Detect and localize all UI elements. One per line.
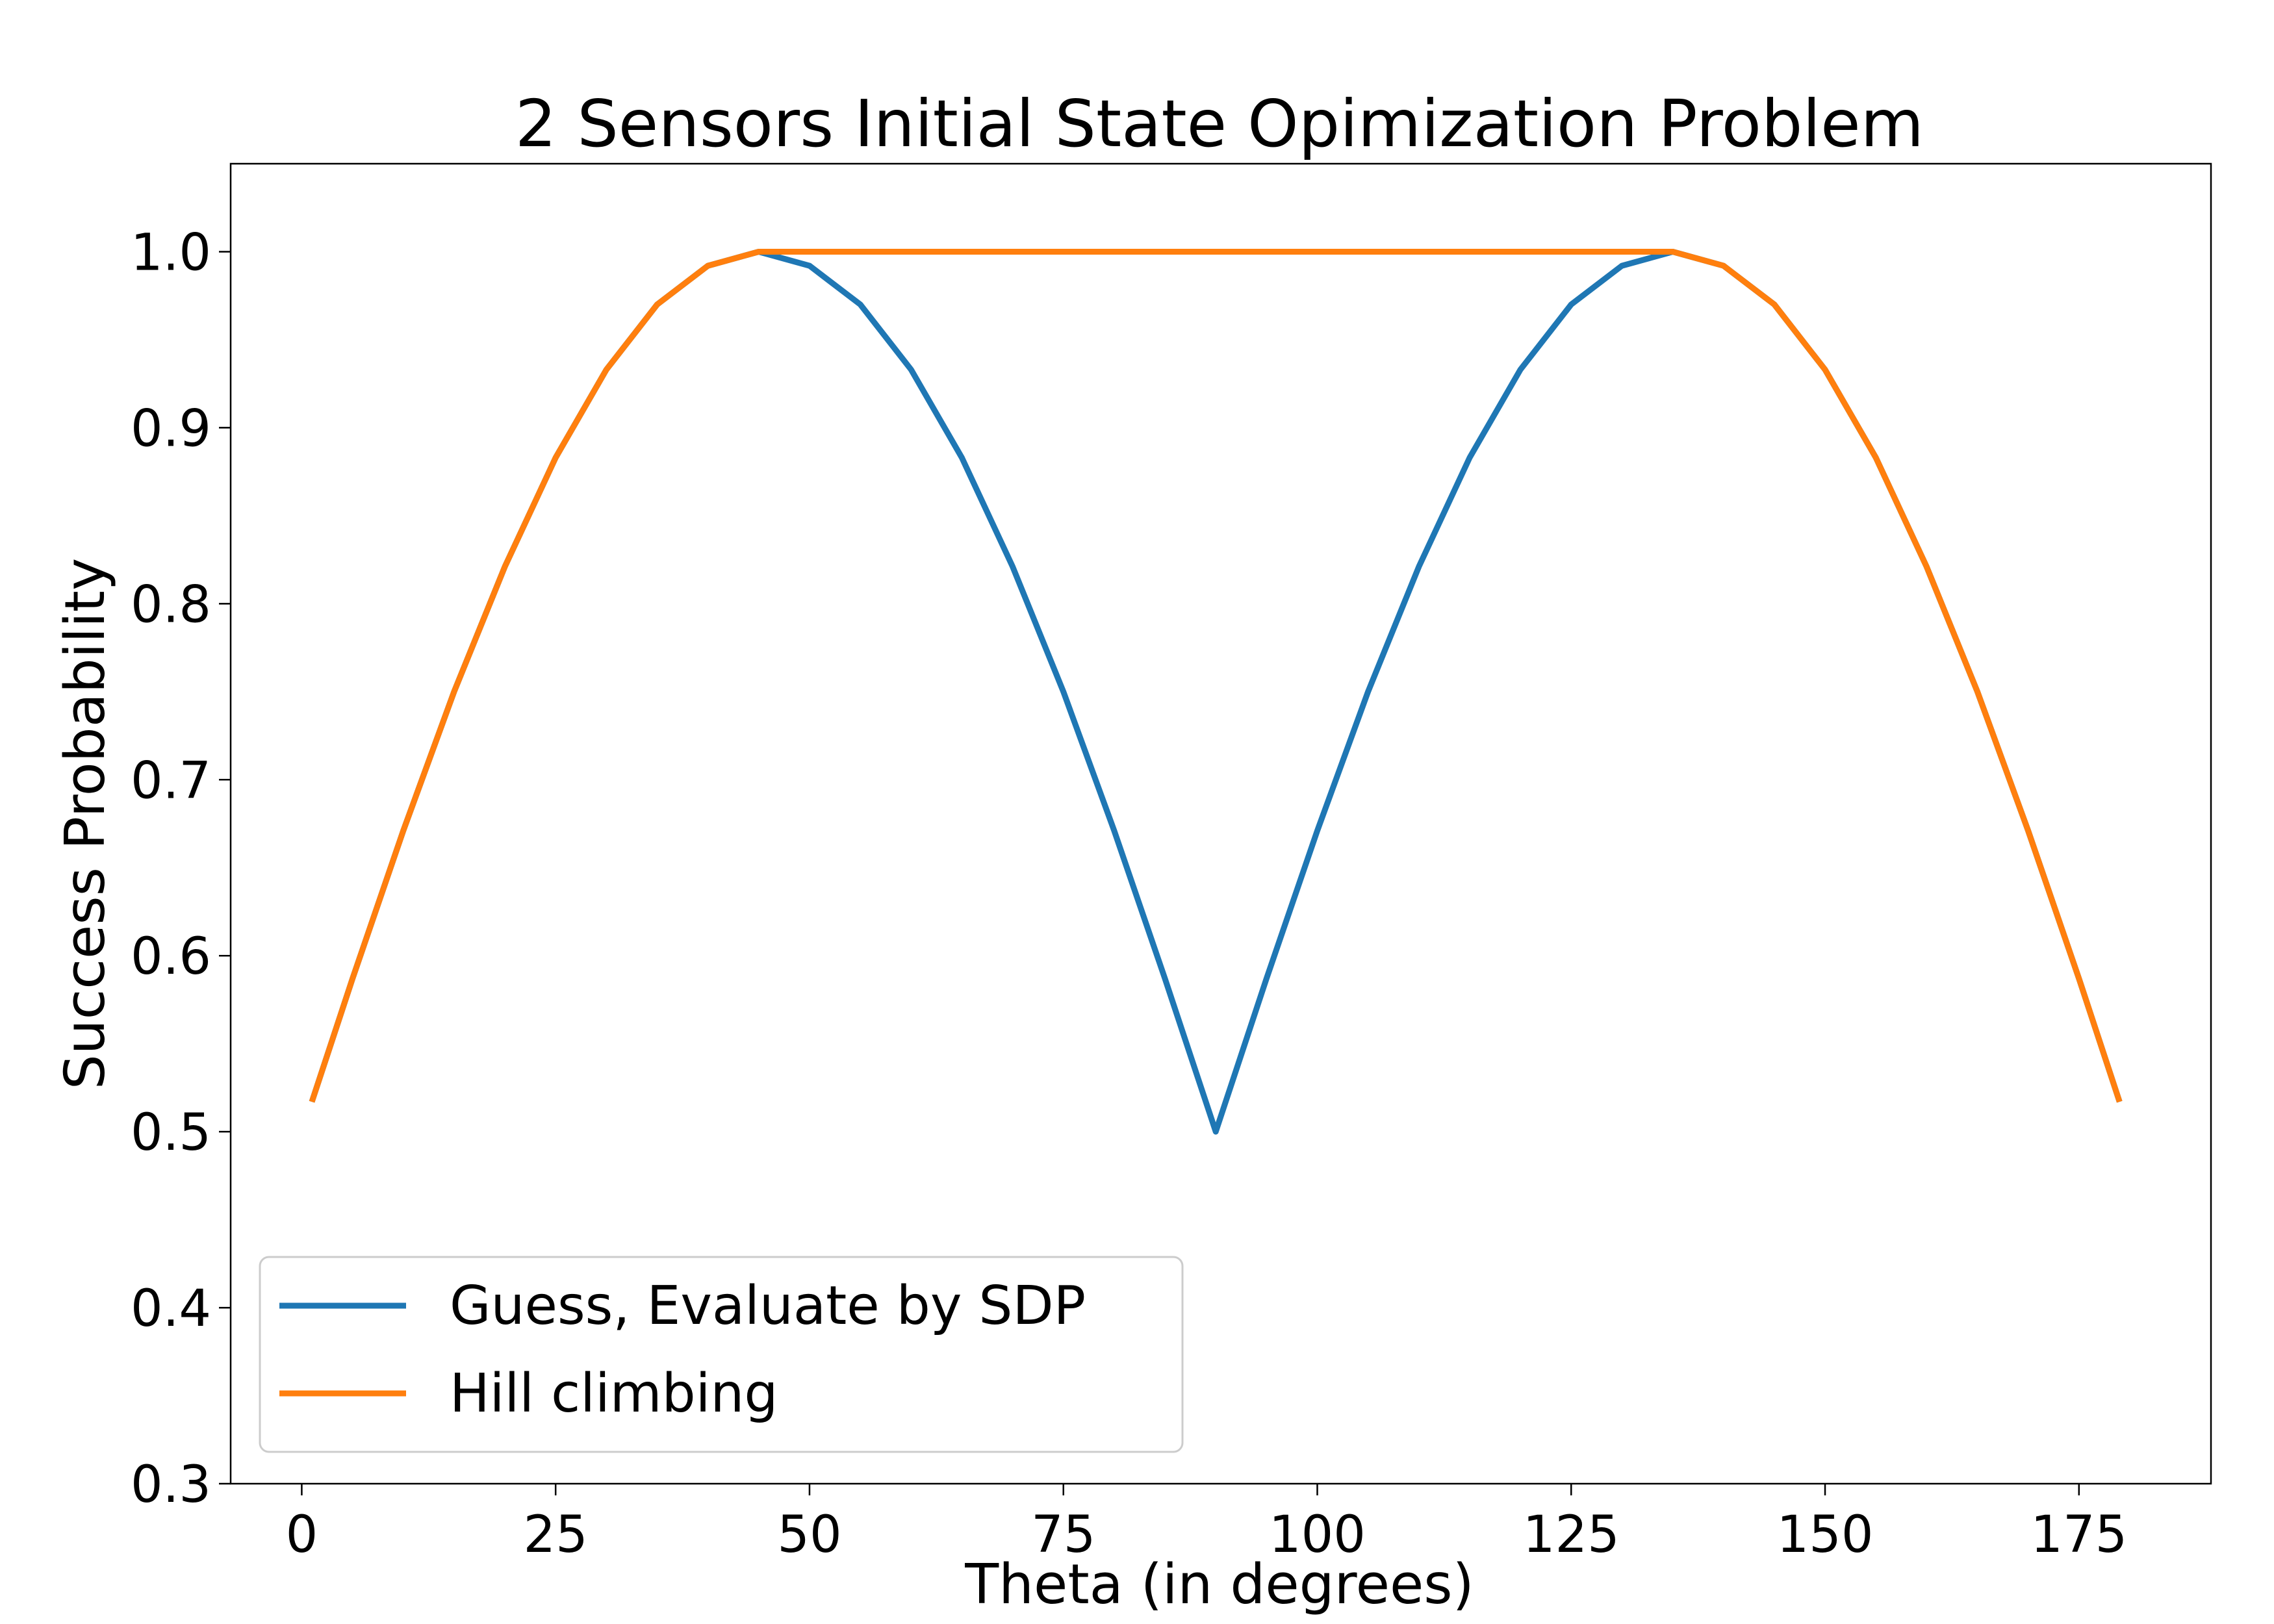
- y-tick-label: 0.9: [131, 400, 211, 458]
- y-tick-label: 0.7: [131, 752, 211, 810]
- x-tick-label: 125: [1523, 1506, 1620, 1564]
- x-axis-label: Theta (in degrees): [964, 1553, 1474, 1617]
- x-tick-label: 0: [286, 1506, 318, 1564]
- plot-frame: [229, 162, 2212, 1485]
- x-tick-label: 25: [524, 1506, 588, 1564]
- y-tick-label: 0.3: [131, 1456, 211, 1514]
- series-line-1: [309, 249, 2123, 1103]
- y-axis-ticks: 0.3 0.4 0.5 0.6 0.7 0.8 0.9 1.0: [131, 223, 231, 1514]
- y-tick-label: 0.6: [131, 928, 211, 986]
- y-tick-label: 0.5: [131, 1104, 211, 1162]
- x-tick-label: 150: [1777, 1506, 1874, 1564]
- x-tick-label: 50: [777, 1506, 841, 1564]
- legend: Guess, Evaluate by SDP Hill climbing: [259, 1256, 1184, 1453]
- legend-label-hill-climbing: Hill climbing: [450, 1363, 778, 1425]
- chart-title: 2 Sensors Initial State Opimization Prob…: [515, 86, 1924, 162]
- legend-label-guess: Guess, Evaluate by SDP: [450, 1275, 1086, 1337]
- y-tick-label: 1.0: [131, 223, 211, 282]
- x-tick-label: 75: [1031, 1506, 1095, 1564]
- x-tick-label: 175: [2030, 1506, 2127, 1564]
- y-tick-label: 0.4: [131, 1280, 211, 1338]
- x-axis-ticks: 0 25 50 75 100 125 150 175: [286, 1484, 2127, 1564]
- x-tick-label: 100: [1269, 1506, 1366, 1564]
- y-tick-label: 0.8: [131, 576, 211, 634]
- series-layer: [309, 249, 2123, 1135]
- y-axis-label: Success Probability: [53, 558, 118, 1090]
- legend-box: [259, 1256, 1184, 1453]
